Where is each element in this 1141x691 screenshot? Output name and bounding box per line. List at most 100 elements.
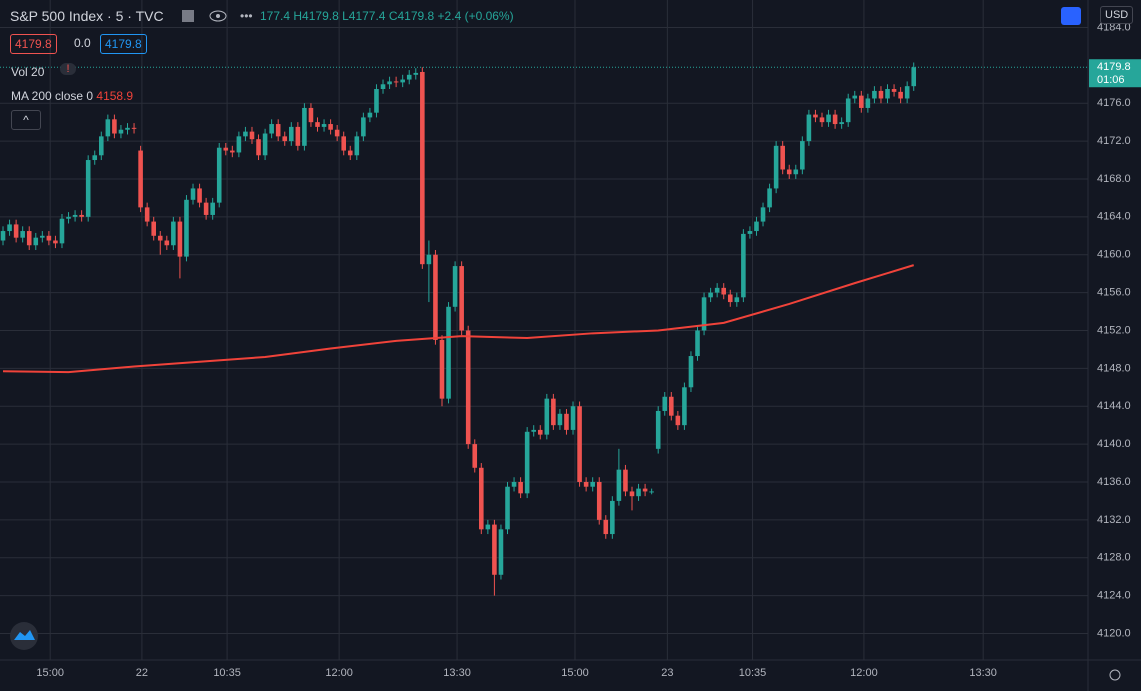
x-tick-label: 15:00 xyxy=(561,667,589,679)
candle-body xyxy=(452,266,458,307)
candle-body xyxy=(216,147,222,203)
candle-body xyxy=(125,127,130,130)
candle-body xyxy=(190,188,196,200)
candle-body xyxy=(256,139,261,156)
flag-icon[interactable] xyxy=(182,10,194,22)
candle-body xyxy=(610,500,615,535)
candle-body xyxy=(374,89,379,113)
eye-icon[interactable] xyxy=(209,10,227,22)
y-tick-label: 4148.0 xyxy=(1097,362,1131,374)
candle-body xyxy=(819,117,825,123)
candle-body xyxy=(184,199,189,257)
x-tick-label: 12:00 xyxy=(325,667,353,679)
candle-body xyxy=(865,98,871,108)
candle-body xyxy=(669,396,674,416)
candle-body xyxy=(275,124,281,137)
candle-body xyxy=(479,467,484,530)
candle-body xyxy=(203,202,209,215)
candle-body xyxy=(570,406,576,430)
candle-body xyxy=(92,155,98,161)
candle-body xyxy=(197,188,202,203)
symbol-title[interactable]: S&P 500 Index · 5 · TVC xyxy=(10,8,164,24)
candle-body xyxy=(747,231,753,234)
candle-body xyxy=(262,133,268,156)
candle-body xyxy=(387,81,392,85)
y-tick-label: 4136.0 xyxy=(1097,476,1131,488)
candle-body xyxy=(177,221,183,257)
y-tick-label: 4128.0 xyxy=(1097,552,1131,564)
candle-body xyxy=(249,131,255,140)
candle-body xyxy=(223,147,229,151)
candle-body xyxy=(754,221,759,232)
candle-body xyxy=(636,488,641,497)
candle-body xyxy=(26,231,32,246)
candle-body xyxy=(544,398,550,435)
ma-name: MA 200 close 0 xyxy=(11,89,94,103)
candle-body xyxy=(911,67,917,87)
candle-body xyxy=(380,84,386,90)
candle-body xyxy=(334,129,340,137)
collapse-button[interactable]: ^ xyxy=(11,110,41,130)
candle-body xyxy=(131,127,137,129)
y-tick-label: 4164.0 xyxy=(1097,211,1131,223)
candle-body xyxy=(465,330,471,445)
ask-button[interactable]: 4179.8 xyxy=(100,34,147,54)
candle-body xyxy=(537,429,543,435)
settings-icon[interactable] xyxy=(1109,669,1121,681)
candle-body xyxy=(40,235,45,238)
y-tick-label: 4156.0 xyxy=(1097,287,1131,299)
x-tick-label: 10:35 xyxy=(739,667,767,679)
marks xyxy=(0,62,1088,596)
ohlc-high: H4179.8 xyxy=(293,9,339,23)
candle-body xyxy=(302,107,307,146)
candle-body xyxy=(439,339,445,399)
ohlc-open: 177.4 xyxy=(260,9,291,23)
candle-body xyxy=(433,254,438,340)
x-tick-label: 22 xyxy=(136,667,148,679)
y-tick-label: 4172.0 xyxy=(1097,135,1131,147)
bid-button[interactable]: 4179.8 xyxy=(10,34,57,54)
volume-indicator: Vol 20 xyxy=(11,65,45,79)
candle-body xyxy=(354,136,360,156)
candle-body xyxy=(347,150,353,156)
y-tick-label: 4152.0 xyxy=(1097,324,1131,336)
candle-body xyxy=(531,429,537,432)
candle-body xyxy=(649,491,654,493)
candle-body xyxy=(564,413,569,430)
currency-button[interactable]: USD xyxy=(1100,6,1134,24)
header-icons: ••• xyxy=(182,9,253,23)
candle-body xyxy=(734,297,740,303)
candle-body xyxy=(72,214,78,217)
candle-body xyxy=(518,481,523,494)
candle-body xyxy=(20,231,25,238)
y-tick-label: 4132.0 xyxy=(1097,514,1131,526)
y-tick-label: 4124.0 xyxy=(1097,590,1131,602)
candle-body xyxy=(596,481,602,520)
candle-body xyxy=(845,98,851,123)
candle-body xyxy=(236,136,242,153)
y-tick-label: 4184.0 xyxy=(1097,21,1131,33)
toggle-button[interactable] xyxy=(1061,7,1081,25)
candle-body xyxy=(164,240,170,246)
volume-warning[interactable]: ! xyxy=(60,63,76,75)
candle-body xyxy=(7,224,12,232)
x-tick-label: 13:30 xyxy=(969,667,997,679)
candle-body xyxy=(144,207,150,222)
candle-body xyxy=(505,486,510,530)
candle-body xyxy=(321,124,327,127)
candle-body xyxy=(524,431,530,494)
y-tick-label: 4176.0 xyxy=(1097,97,1131,109)
candle-body xyxy=(767,188,772,208)
candle-body xyxy=(898,91,903,99)
candle-body xyxy=(891,89,897,92)
candle-body xyxy=(904,86,910,99)
candle-body xyxy=(655,410,661,449)
candle-body xyxy=(85,160,91,217)
ohlc-low: L4177.4 xyxy=(342,9,386,23)
candle-body xyxy=(786,169,792,175)
more-icon[interactable]: ••• xyxy=(240,9,253,23)
candle-body xyxy=(642,488,648,492)
